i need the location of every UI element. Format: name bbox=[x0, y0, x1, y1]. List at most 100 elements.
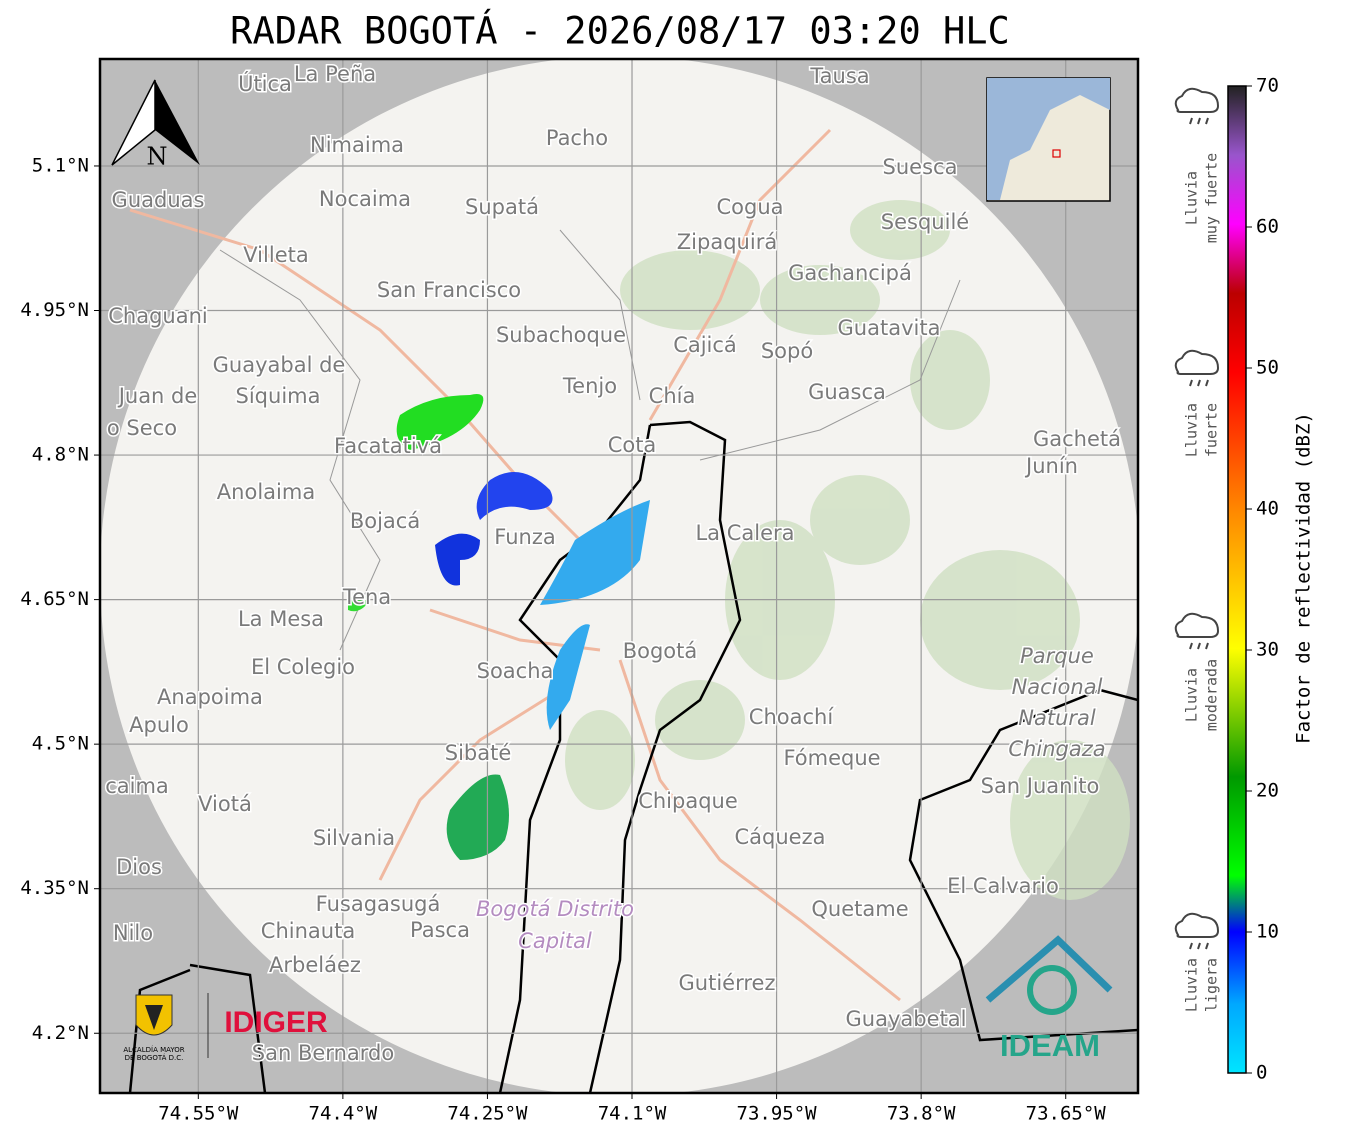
place-label: Funza bbox=[494, 525, 555, 549]
place-label: Natural bbox=[1018, 706, 1096, 730]
place-label: Gutiérrez bbox=[679, 971, 776, 995]
alcaldia-logo: ALCALDÍA MAYOR DE BOGOTÁ D.C. IDIGER bbox=[123, 993, 328, 1062]
place-label: Pasca bbox=[410, 918, 470, 942]
place-label: Chipaque bbox=[638, 789, 738, 813]
place-label: Anolaima bbox=[217, 480, 315, 504]
colorbar-label: Factor de reflectividad (dBZ) bbox=[1293, 412, 1315, 744]
x-tick-label: 74.4°W bbox=[309, 1103, 378, 1125]
rain-drops bbox=[1189, 379, 1209, 387]
colorbar bbox=[1227, 85, 1247, 1074]
place-label: Nilo bbox=[113, 921, 153, 945]
grid bbox=[100, 59, 1138, 1093]
rain-category-label: Lluvia bbox=[1183, 958, 1201, 1012]
place-label: Guayabetal bbox=[846, 1007, 967, 1031]
rain-icon bbox=[1174, 349, 1220, 375]
rain-icon bbox=[1174, 87, 1220, 113]
colorbar-tick-label: 30 bbox=[1256, 639, 1279, 661]
place-label: Supatá bbox=[465, 195, 539, 219]
place-label: Capital bbox=[518, 929, 592, 953]
place-label: Guaduas bbox=[112, 188, 205, 212]
place-label: Bogotá Distrito bbox=[476, 897, 634, 921]
place-label: Silvania bbox=[313, 826, 395, 850]
place-label: Fómeque bbox=[783, 746, 880, 770]
place-label: Bojacá bbox=[350, 509, 420, 533]
place-label: Quetame bbox=[811, 897, 908, 921]
rain-category-label: Lluvia bbox=[1183, 403, 1201, 457]
place-label: San Francisco bbox=[377, 278, 521, 302]
place-labels: Útica La Peña Tausa Nimaima Pacho Guaduas Noca… bbox=[104, 61, 1123, 1067]
colorbar-tick-label: 60 bbox=[1256, 216, 1279, 238]
x-tick-label: 74.25°W bbox=[447, 1103, 528, 1125]
place-label: Junín bbox=[1024, 454, 1078, 478]
place-label: Guatavita bbox=[838, 316, 941, 340]
place-label: Gachancipá bbox=[788, 261, 912, 285]
inset-map bbox=[986, 77, 1111, 202]
place-label: La Calera bbox=[695, 521, 794, 545]
colorbar-tick-label: 40 bbox=[1256, 498, 1279, 520]
place-label: Nocaima bbox=[319, 187, 411, 211]
place-label: Bogotá bbox=[623, 639, 698, 663]
place-label: Pacho bbox=[546, 126, 608, 150]
place-label: San Juanito bbox=[981, 774, 1100, 798]
place-label: Anapoima bbox=[157, 685, 263, 709]
place-label: Sopó bbox=[761, 339, 813, 363]
place-label: Fusagasugá bbox=[316, 892, 441, 916]
place-label: Cota bbox=[608, 433, 657, 457]
colorbar-tick-label: 20 bbox=[1256, 780, 1279, 802]
rain-category-label: ligera bbox=[1203, 958, 1221, 1012]
place-label: caima bbox=[105, 774, 169, 798]
place-label: Viotá bbox=[198, 792, 252, 816]
map-background bbox=[100, 59, 1138, 1093]
place-label: Nacional bbox=[1012, 675, 1103, 699]
rain-drops bbox=[1189, 942, 1209, 950]
place-label: Guasca bbox=[808, 380, 886, 404]
y-tick-label: 4.95°N bbox=[20, 299, 89, 321]
place-label: Chinauta bbox=[261, 919, 355, 943]
x-tick-label: 74.1°W bbox=[598, 1103, 667, 1125]
rain-category-label: muy fuerte bbox=[1203, 153, 1221, 243]
ideam-text: IDEAM bbox=[1000, 1028, 1100, 1063]
place-label: Cáqueza bbox=[735, 825, 826, 849]
y-tick-label: 4.8°N bbox=[32, 444, 89, 466]
place-label: Villeta bbox=[243, 243, 308, 267]
place-label: Chía bbox=[649, 384, 696, 408]
rain-drops bbox=[1189, 642, 1209, 650]
place-label: Facatativá bbox=[334, 434, 442, 458]
place-label: Chingaza bbox=[1008, 737, 1105, 761]
place-label: El Calvario bbox=[947, 874, 1059, 898]
title: RADAR BOGOTÁ - 2026/08/17 03:20 HLC bbox=[230, 9, 1010, 53]
place-label: Síquima bbox=[236, 384, 321, 408]
place-label: Cajicá bbox=[673, 333, 737, 357]
north-arrow: N bbox=[111, 79, 200, 171]
y-tick-label: 4.2°N bbox=[32, 1022, 89, 1044]
place-label: Sibaté bbox=[445, 741, 512, 765]
place-label: Tausa bbox=[809, 64, 869, 88]
x-tick-label: 73.65°W bbox=[1026, 1103, 1107, 1125]
place-label: Gachetá bbox=[1033, 427, 1121, 451]
colorbar-tick-label: 10 bbox=[1256, 921, 1279, 943]
rain-category-label: Lluvia bbox=[1183, 668, 1201, 722]
place-label: La Mesa bbox=[238, 607, 324, 631]
idiger-logo: IDIGER bbox=[224, 1006, 328, 1039]
place-label: San Bernardo bbox=[252, 1041, 394, 1065]
alcaldia-text: ALCALDÍA MAYOR bbox=[123, 1045, 184, 1054]
rain-category-label: fuerte bbox=[1203, 403, 1221, 457]
place-label: Guayabal de bbox=[213, 353, 346, 377]
place-label: Arbeláez bbox=[269, 953, 361, 977]
place-label: Tena bbox=[342, 585, 391, 609]
place-label: Juan de bbox=[117, 384, 198, 408]
ideam-logo: IDEAM bbox=[985, 935, 1113, 1063]
rain-icon bbox=[1174, 912, 1220, 938]
place-label: Choachí bbox=[749, 705, 835, 729]
rain-drops bbox=[1189, 117, 1209, 125]
place-label: Subachoque bbox=[496, 323, 626, 347]
y-tick-label: 4.5°N bbox=[32, 733, 89, 755]
place-label: El Colegio bbox=[251, 655, 355, 679]
place-label: o Seco bbox=[107, 416, 177, 440]
alcaldia-text: DE BOGOTÁ D.C. bbox=[125, 1053, 184, 1062]
colorbar-tick-label: 70 bbox=[1256, 75, 1279, 97]
map-frame bbox=[98, 57, 1140, 1095]
place-label: Apulo bbox=[129, 713, 189, 737]
place-label: Sesquilé bbox=[881, 210, 969, 234]
